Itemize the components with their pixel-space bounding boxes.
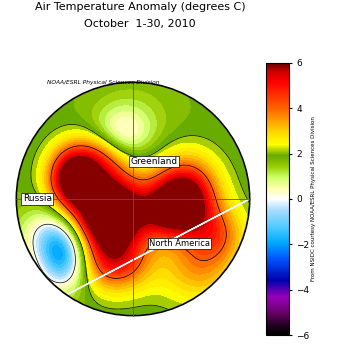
Text: NOAA/ESRL Physical Sciences Division: NOAA/ESRL Physical Sciences Division bbox=[47, 81, 159, 86]
Polygon shape bbox=[5, 70, 261, 327]
Text: Greenland: Greenland bbox=[131, 157, 177, 166]
Text: Russia: Russia bbox=[23, 194, 52, 203]
Text: October  1-30, 2010: October 1-30, 2010 bbox=[84, 19, 196, 29]
Text: North America: North America bbox=[149, 239, 210, 248]
Y-axis label: From NSIDC courtesy NOAA/ESRL Physical Sciences Division: From NSIDC courtesy NOAA/ESRL Physical S… bbox=[311, 117, 316, 281]
Text: Air Temperature Anomaly (degrees C): Air Temperature Anomaly (degrees C) bbox=[35, 2, 245, 12]
